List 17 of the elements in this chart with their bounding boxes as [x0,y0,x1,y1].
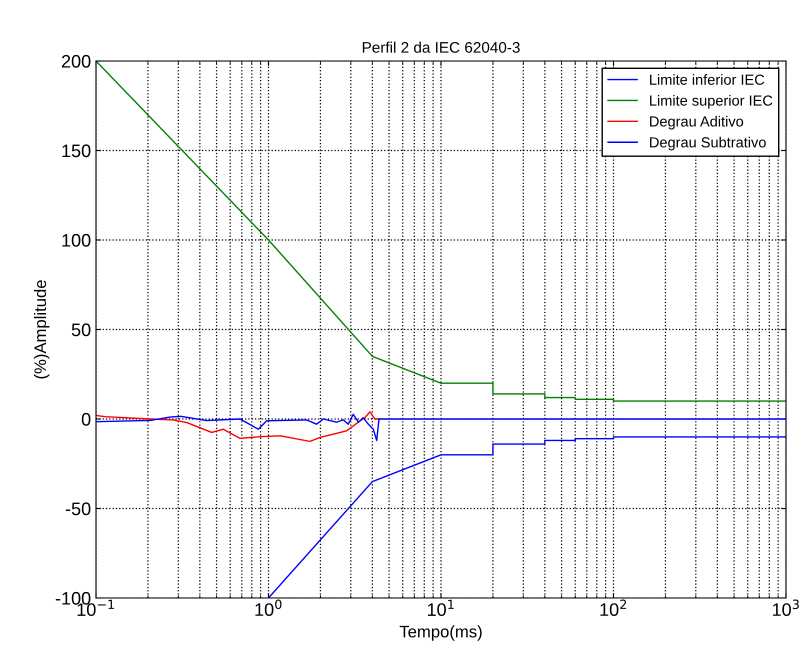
x-tick-label: 10$^{0}$ [255,600,282,616]
y-tick-label: 200 [62,54,90,68]
x-axis-title: Tempo(ms) [400,625,482,641]
y-axis-title: (%)Amplitude [34,280,50,378]
chart-title: Perfil 2 da IEC 62040-3 [362,42,520,53]
x-tick-label: 10$^{2}$ [600,600,626,616]
x-tick-label: 10$^{1}$ [428,600,454,616]
legend-label: Limite inferior IEC [650,74,764,85]
legend-label: Degrau Subtrativo [650,136,766,150]
legend-label: Degrau Aditivo [650,116,744,130]
y-tick-label: 50 [72,323,90,336]
y-tick-label: 100 [62,234,90,247]
y-tick-label: -50 [66,502,90,516]
legend-label: Limite superior IEC [650,95,772,109]
y-tick-label: 150 [62,144,90,158]
x-tick-label: 10$^{3}$ [772,600,799,616]
y-tick-label: 0 [82,412,90,426]
